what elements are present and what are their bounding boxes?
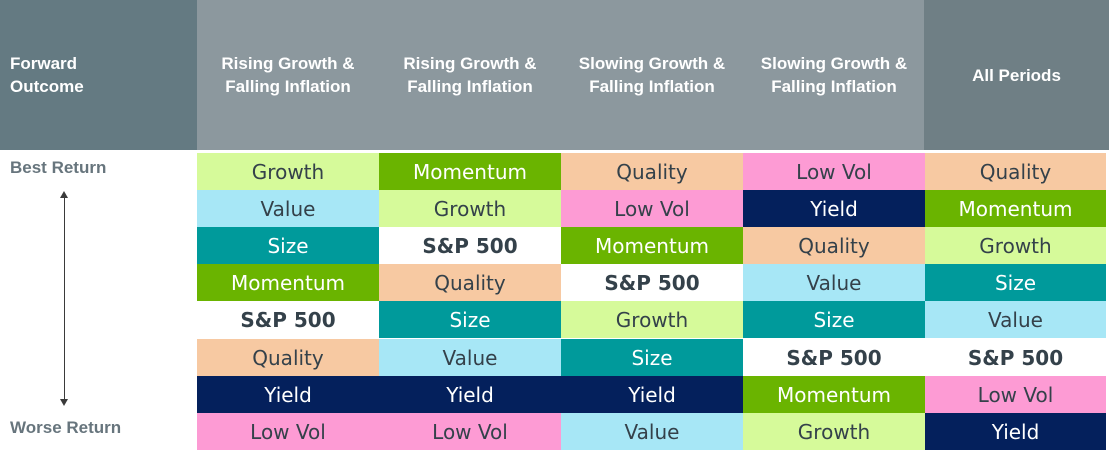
- factor-cell: Quality: [743, 227, 925, 264]
- header-col-2: Rising Growth & Falling Inflation: [403, 54, 537, 96]
- factor-cell: Value: [379, 339, 561, 376]
- factor-cell: Size: [743, 301, 925, 338]
- factor-cell: Growth: [561, 301, 743, 338]
- header-scenarios: Rising Growth & Falling Inflation Rising…: [197, 0, 924, 150]
- factor-cell: Momentum: [197, 264, 379, 301]
- header-col-4: Slowing Growth & Falling Inflation: [760, 54, 908, 96]
- factor-cell: Size: [561, 339, 743, 376]
- factor-cell: Yield: [197, 376, 379, 413]
- factor-cell: Low Vol: [561, 190, 743, 227]
- header-forward-outcome-label: Forward Outcome: [10, 54, 84, 96]
- factor-cell: Quality: [197, 339, 379, 376]
- factor-cell: S&P 500: [561, 264, 743, 301]
- factor-cell: Value: [197, 190, 379, 227]
- factor-cell: S&P 500: [379, 227, 561, 264]
- factor-cell: Growth: [379, 190, 561, 227]
- factor-cell: Quality: [379, 264, 561, 301]
- factor-cell: S&P 500: [925, 339, 1106, 376]
- factor-cell: Quality: [925, 153, 1106, 190]
- axis-worse-return: Worse Return: [10, 418, 122, 437]
- factor-cell: S&P 500: [197, 301, 379, 338]
- factor-cell: Low Vol: [925, 376, 1106, 413]
- factor-cell: Momentum: [925, 190, 1106, 227]
- factor-cell: Yield: [743, 190, 925, 227]
- factor-cell: Low Vol: [197, 413, 379, 450]
- factor-cell: Size: [925, 264, 1106, 301]
- factor-cell: Growth: [197, 153, 379, 190]
- factor-cell: Momentum: [379, 153, 561, 190]
- factor-cell: Value: [925, 301, 1106, 338]
- factor-cell: Yield: [379, 376, 561, 413]
- factor-cell: Value: [561, 413, 743, 450]
- factor-cell: Yield: [561, 376, 743, 413]
- factor-cell: Quality: [561, 153, 743, 190]
- axis-best-return: Best Return: [10, 158, 107, 177]
- arrow-up-icon: [60, 191, 68, 198]
- factor-cell: Growth: [743, 413, 925, 450]
- header-col-1: Rising Growth & Falling Inflation: [221, 54, 355, 96]
- header-col-3: Slowing Growth & Falling Inflation: [578, 54, 726, 96]
- factor-cell: S&P 500: [743, 339, 925, 376]
- factor-cell: Momentum: [561, 227, 743, 264]
- axis-line: [64, 197, 65, 401]
- header-all-periods-label: All Periods: [972, 65, 1061, 85]
- factor-cell: Size: [379, 301, 561, 338]
- factor-cell: Momentum: [743, 376, 925, 413]
- header-all-periods: All Periods: [924, 0, 1109, 150]
- factor-cell: Low Vol: [743, 153, 925, 190]
- arrow-down-icon: [60, 399, 68, 406]
- factor-cell: Value: [743, 264, 925, 301]
- factor-cell: Growth: [925, 227, 1106, 264]
- factor-cell: Low Vol: [379, 413, 561, 450]
- header-forward-outcome: Forward Outcome: [0, 0, 197, 150]
- factor-cell: Yield: [925, 413, 1106, 450]
- factor-cell: Size: [197, 227, 379, 264]
